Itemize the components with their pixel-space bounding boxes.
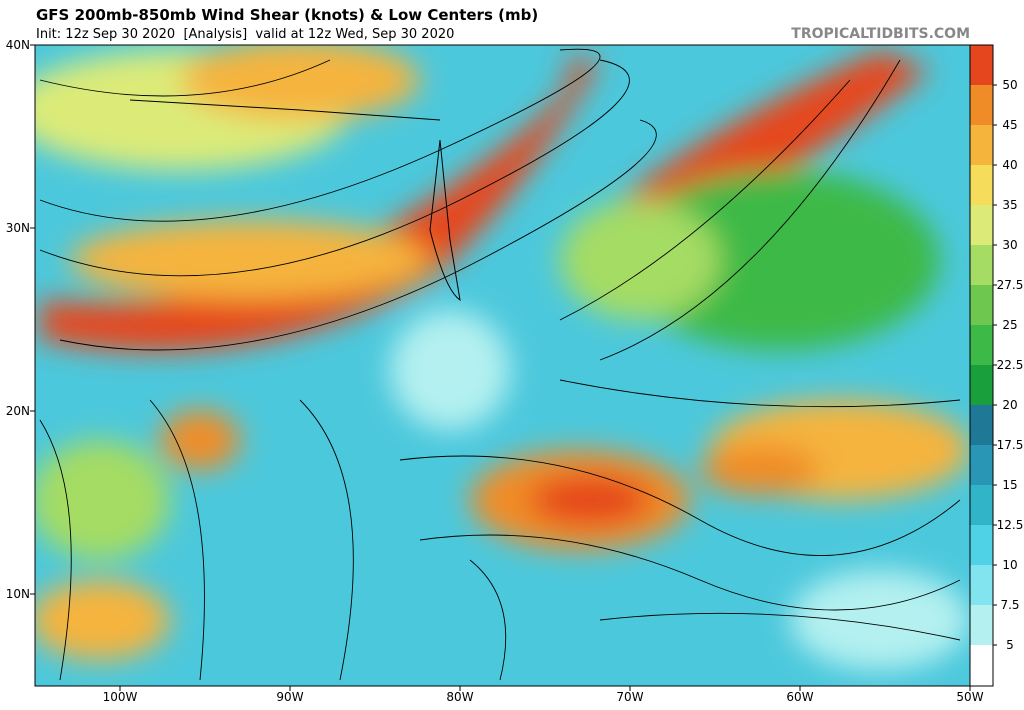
colorbar-label: 25: [1002, 318, 1017, 332]
colorbar-segment: [970, 285, 993, 325]
colorbar-label: 27.5: [997, 278, 1024, 292]
colorbar-label: 30: [1002, 238, 1017, 252]
colorbar-label: 10: [1002, 558, 1017, 572]
colorbar-label: 50: [1002, 78, 1017, 92]
colorbar-segment: [970, 45, 993, 85]
colorbar-segment: [970, 325, 993, 365]
colorbar-label: 45: [1002, 118, 1017, 132]
colorbar-label: 12.5: [997, 518, 1024, 532]
lat-label: 10N: [6, 587, 30, 601]
colorbar-label: 15: [1002, 478, 1017, 492]
colorbar-segment: [970, 165, 993, 205]
colorbar-label: 5: [1006, 638, 1014, 652]
colorbar-label: 35: [1002, 198, 1017, 212]
shear-map: [35, 45, 970, 686]
colorbar-label: 20: [1002, 398, 1017, 412]
lat-label: 40N: [6, 38, 30, 52]
lon-label: 70W: [616, 690, 643, 704]
colorbar-segment: [970, 245, 993, 285]
colorbar-label: 40: [1002, 158, 1017, 172]
streamlines: [39, 48, 961, 681]
lat-label: 30N: [6, 221, 30, 235]
lon-label: 60W: [786, 690, 813, 704]
colorbar-label: 17.5: [997, 438, 1024, 452]
colorbar-label: 22.5: [997, 358, 1024, 372]
colorbar-segment: [970, 205, 993, 245]
colorbar-segment: [970, 645, 993, 686]
lat-label: 20N: [6, 404, 30, 418]
colorbar-label: 7.5: [1000, 598, 1019, 612]
lon-label: 50W: [956, 690, 983, 704]
lon-label: 100W: [103, 690, 138, 704]
subtitle: Init: 12z Sep 30 2020 [Analysis] valid a…: [36, 27, 454, 42]
lon-label: 80W: [446, 690, 473, 704]
colorbar-segment: [970, 485, 993, 525]
colorbar-segment: [970, 565, 993, 605]
lon-label: 90W: [276, 690, 303, 704]
title: GFS 200mb-850mb Wind Shear (knots) & Low…: [36, 6, 538, 24]
colorbar-segment: [970, 605, 993, 645]
colorbar-segment: [970, 125, 993, 165]
colorbar-segment: [970, 405, 993, 445]
colorbar-segment: [970, 445, 993, 485]
colorbar-segment: [970, 525, 993, 565]
credit: TROPICALTIDBITS.COM: [791, 26, 970, 42]
colorbar-segment: [970, 85, 993, 125]
colorbar-segment: [970, 365, 993, 405]
